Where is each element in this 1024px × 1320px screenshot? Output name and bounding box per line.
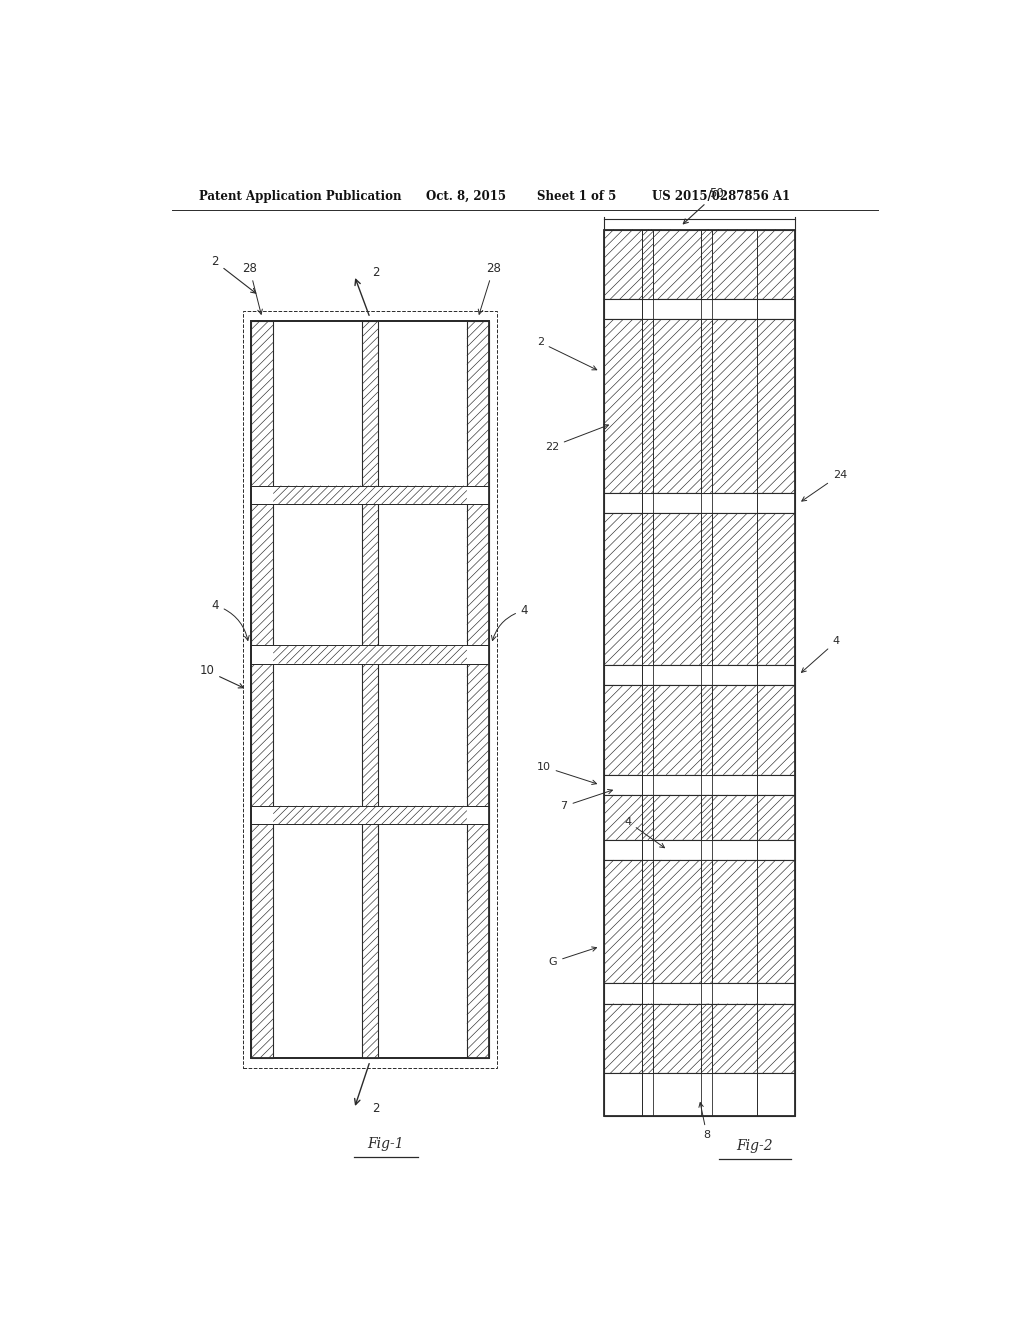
- Bar: [701, 1003, 712, 1073]
- Bar: [273, 805, 467, 824]
- Text: 2: 2: [211, 255, 256, 293]
- Text: 2: 2: [373, 1102, 380, 1115]
- Bar: [701, 795, 712, 840]
- Text: 28: 28: [478, 263, 501, 314]
- Bar: [642, 230, 653, 300]
- Text: 22: 22: [545, 425, 608, 451]
- Bar: [251, 645, 489, 664]
- Text: 2: 2: [373, 265, 380, 279]
- Bar: [701, 513, 712, 665]
- Bar: [604, 665, 795, 685]
- Text: 4: 4: [624, 817, 665, 847]
- Text: Sheet 1 of 5: Sheet 1 of 5: [537, 190, 616, 202]
- Bar: [251, 321, 273, 1057]
- Bar: [642, 861, 653, 983]
- Bar: [604, 319, 795, 494]
- Text: 10: 10: [537, 762, 597, 784]
- Text: 2: 2: [537, 338, 597, 370]
- Text: 24: 24: [802, 470, 847, 502]
- Bar: [604, 840, 795, 861]
- Bar: [604, 775, 795, 795]
- Bar: [604, 230, 795, 300]
- Bar: [243, 312, 497, 1068]
- Text: 50: 50: [683, 187, 724, 224]
- Bar: [642, 319, 653, 494]
- Text: 7: 7: [560, 789, 612, 812]
- Bar: [604, 685, 795, 775]
- Bar: [604, 494, 795, 513]
- Text: Fig-1: Fig-1: [368, 1138, 404, 1151]
- Text: US 2015/0287856 A1: US 2015/0287856 A1: [652, 190, 790, 202]
- Text: Patent Application Publication: Patent Application Publication: [200, 190, 402, 202]
- Bar: [604, 300, 795, 319]
- Bar: [701, 685, 712, 775]
- Text: 4: 4: [802, 636, 840, 672]
- Bar: [467, 321, 489, 1057]
- Bar: [251, 321, 489, 1057]
- Bar: [642, 513, 653, 665]
- Bar: [604, 1003, 795, 1073]
- Text: 10: 10: [200, 664, 244, 688]
- Bar: [273, 645, 467, 664]
- Bar: [251, 805, 489, 824]
- Text: G: G: [549, 946, 597, 968]
- Bar: [701, 319, 712, 494]
- Bar: [642, 685, 653, 775]
- Bar: [604, 795, 795, 840]
- Bar: [701, 230, 712, 300]
- Bar: [362, 321, 378, 1057]
- Bar: [604, 1073, 795, 1115]
- Text: 4: 4: [211, 599, 249, 640]
- Bar: [604, 230, 795, 1115]
- Bar: [251, 486, 489, 504]
- Text: Oct. 8, 2015: Oct. 8, 2015: [426, 190, 506, 202]
- Bar: [251, 321, 489, 1057]
- Text: 28: 28: [243, 263, 262, 314]
- Bar: [604, 861, 795, 983]
- Text: 4: 4: [492, 603, 528, 640]
- Bar: [604, 513, 795, 665]
- Bar: [604, 983, 795, 1003]
- Text: 8: 8: [699, 1102, 711, 1140]
- Text: Fig-2: Fig-2: [736, 1139, 773, 1154]
- Bar: [642, 795, 653, 840]
- Bar: [642, 1003, 653, 1073]
- Bar: [701, 861, 712, 983]
- Bar: [273, 486, 467, 504]
